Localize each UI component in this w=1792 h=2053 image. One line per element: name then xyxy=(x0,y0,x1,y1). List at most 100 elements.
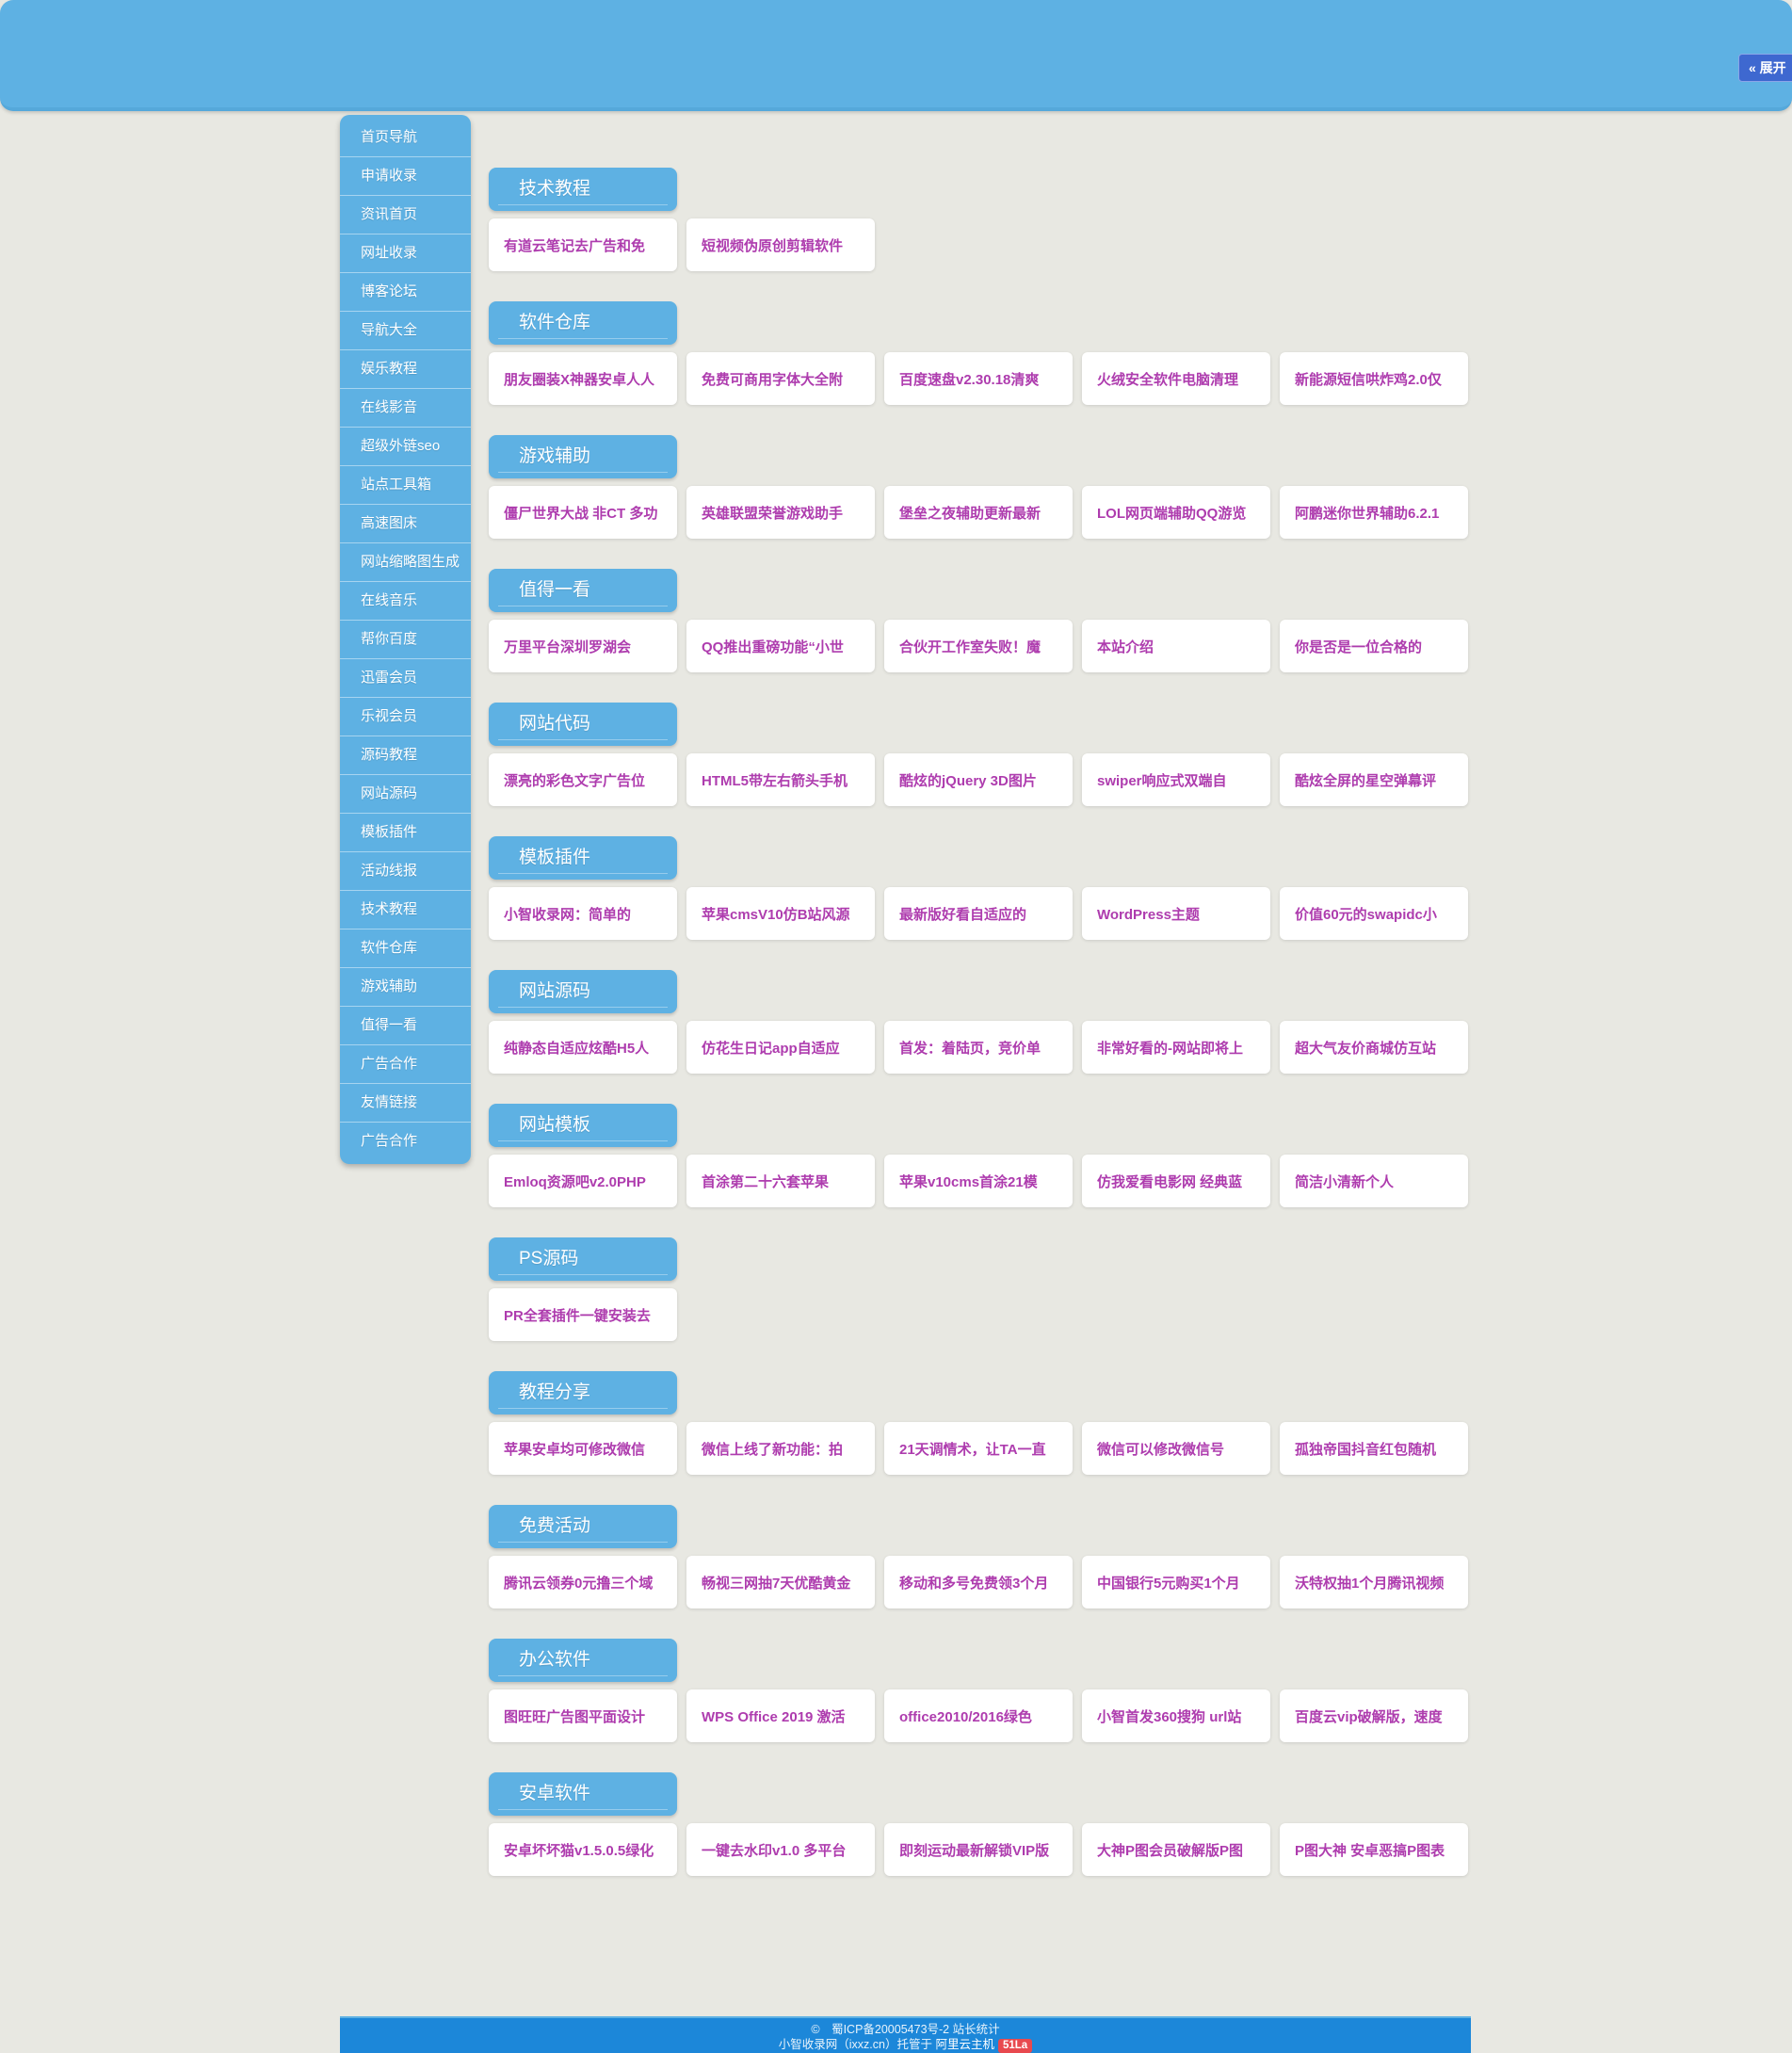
section-title-button[interactable]: 教程分享 xyxy=(489,1371,677,1414)
card-link[interactable]: 你是否是一位合格的 xyxy=(1280,620,1468,672)
card-link[interactable]: 即刻运动最新解锁VIP版 xyxy=(884,1823,1073,1876)
sidebar-item-26[interactable]: 友情链接 xyxy=(340,1083,471,1122)
card-link[interactable]: 21天调情术，让TA一直 xyxy=(884,1422,1073,1475)
card-link[interactable]: 图旺旺广告图平面设计 xyxy=(489,1689,677,1742)
card-link[interactable]: 苹果cmsV10仿B站风源 xyxy=(686,887,875,940)
card-link[interactable]: 沃特权抽1个月腾讯视频 xyxy=(1280,1556,1468,1608)
sidebar-item-8[interactable]: 在线影音 xyxy=(340,388,471,427)
icp-record-text[interactable]: © 蜀ICP备20005473号-2 站长统计 xyxy=(811,2023,1000,2036)
sidebar-item-25[interactable]: 广告合作 xyxy=(340,1044,471,1083)
sidebar-item-27[interactable]: 广告合作 xyxy=(340,1122,471,1160)
card-link[interactable]: HTML5带左右箭头手机 xyxy=(686,753,875,806)
sidebar-item-12[interactable]: 网站缩略图生成 xyxy=(340,542,471,581)
card-link[interactable]: P图大神 安卓恶搞P图表 xyxy=(1280,1823,1468,1876)
sidebar-item-4[interactable]: 网址收录 xyxy=(340,234,471,272)
card-link[interactable]: 百度云vip破解版，速度 xyxy=(1280,1689,1468,1742)
card-link[interactable]: 首发：着陆页，竞价单 xyxy=(884,1021,1073,1074)
card-link[interactable]: 微信上线了新功能：拍 xyxy=(686,1422,875,1475)
card-link[interactable]: 新能源短信哄炸鸡2.0仅 xyxy=(1280,352,1468,405)
card-link[interactable]: swiper响应式双端自 xyxy=(1082,753,1270,806)
sidebar-item-20[interactable]: 活动线报 xyxy=(340,851,471,890)
section-title-button[interactable]: 网站代码 xyxy=(489,703,677,746)
card-link[interactable]: 首涂第二十六套苹果 xyxy=(686,1155,875,1207)
card-link[interactable]: 价值60元的swapidc小 xyxy=(1280,887,1468,940)
expand-button[interactable]: « 展开 xyxy=(1738,54,1792,82)
card-link[interactable]: LOL网页端辅助QQ游览 xyxy=(1082,486,1270,539)
card-link[interactable]: 微信可以修改微信号 xyxy=(1082,1422,1270,1475)
sidebar-item-16[interactable]: 乐视会员 xyxy=(340,697,471,736)
card-link[interactable]: 非常好看的-网站即将上 xyxy=(1082,1021,1270,1074)
sidebar-item-1[interactable]: 首页导航 xyxy=(361,129,418,145)
sidebar-item-17[interactable]: 源码教程 xyxy=(340,736,471,774)
card-link[interactable]: 安卓坏坏猫v1.5.0.5绿化 xyxy=(489,1823,677,1876)
section-title-button[interactable]: 值得一看 xyxy=(489,569,677,612)
section-title-button[interactable]: PS源码 xyxy=(489,1237,677,1281)
card-link[interactable]: 小智首发360搜狗 url站 xyxy=(1082,1689,1270,1742)
section-title-button[interactable]: 办公软件 xyxy=(489,1639,677,1682)
sidebar-item-18[interactable]: 网站源码 xyxy=(340,774,471,813)
card-link[interactable]: 仿我爱看电影网 经典蓝 xyxy=(1082,1155,1270,1207)
sidebar-item-23[interactable]: 游戏辅助 xyxy=(340,967,471,1006)
card-link[interactable]: 合伙开工作室失败！魔 xyxy=(884,620,1073,672)
card-link[interactable]: 万里平台深圳罗湖会 xyxy=(489,620,677,672)
section-title-button[interactable]: 免费活动 xyxy=(489,1505,677,1548)
sidebar-item-6[interactable]: 导航大全 xyxy=(340,311,471,349)
card-link[interactable]: 酷炫全屏的星空弹幕评 xyxy=(1280,753,1468,806)
card-link[interactable]: QQ推出重磅功能“小世 xyxy=(686,620,875,672)
card-link[interactable]: WordPress主题 xyxy=(1082,887,1270,940)
card-link[interactable]: 一键去水印v1.0 多平台 xyxy=(686,1823,875,1876)
card-link[interactable]: office2010/2016绿色 xyxy=(884,1689,1073,1742)
card-link[interactable]: 酷炫的jQuery 3D图片 xyxy=(884,753,1073,806)
card-link[interactable]: 僵尸世界大战 非CT 多功 xyxy=(489,486,677,539)
card-link[interactable]: 仿花生日记app自适应 xyxy=(686,1021,875,1074)
sidebar-item-21[interactable]: 技术教程 xyxy=(340,890,471,929)
sidebar-item-9[interactable]: 超级外链seo xyxy=(340,427,471,465)
card-link[interactable]: 苹果v10cms首涂21模 xyxy=(884,1155,1073,1207)
card-link[interactable]: 小智收录网：简单的 xyxy=(489,887,677,940)
sidebar-item-2[interactable]: 申请收录 xyxy=(340,156,471,195)
sidebar-item-7[interactable]: 娱乐教程 xyxy=(340,349,471,388)
section-title-button[interactable]: 技术教程 xyxy=(489,168,677,211)
card-link[interactable]: 百度速盘v2.30.18清爽 xyxy=(884,352,1073,405)
card-link[interactable]: 简洁小清新个人 xyxy=(1280,1155,1468,1207)
sidebar-item-22[interactable]: 软件仓库 xyxy=(340,929,471,967)
card-link[interactable]: 最新版好看自适应的 xyxy=(884,887,1073,940)
sidebar-item-15[interactable]: 迅雷会员 xyxy=(340,658,471,697)
section-title-button[interactable]: 网站模板 xyxy=(489,1104,677,1147)
sidebar-item-19[interactable]: 模板插件 xyxy=(340,813,471,851)
card-link[interactable]: 苹果安卓均可修改微信 xyxy=(489,1422,677,1475)
card-link[interactable]: WPS Office 2019 激活 xyxy=(686,1689,875,1742)
card-link[interactable]: 移动和多号免费领3个月 xyxy=(884,1556,1073,1608)
51la-stats-badge[interactable]: 51La xyxy=(997,2039,1033,2053)
card-link[interactable]: 漂亮的彩色文字广告位 xyxy=(489,753,677,806)
sidebar-item-14[interactable]: 帮你百度 xyxy=(340,620,471,658)
card-link[interactable]: 朋友圈装X神器安卓人人 xyxy=(489,352,677,405)
card-link[interactable]: 英雄联盟荣誉游戏助手 xyxy=(686,486,875,539)
section-title-button[interactable]: 游戏辅助 xyxy=(489,435,677,478)
sidebar-item-11[interactable]: 高速图床 xyxy=(340,504,471,542)
card-link[interactable]: 短视频伪原创剪辑软件 xyxy=(686,218,875,271)
sidebar-item-5[interactable]: 博客论坛 xyxy=(340,272,471,311)
card-link[interactable]: 堡垒之夜辅助更新最新 xyxy=(884,486,1073,539)
section-title-button[interactable]: 网站源码 xyxy=(489,970,677,1013)
card-link[interactable]: PR全套插件一键安装去 xyxy=(489,1288,677,1341)
card-link[interactable]: 孤独帝国抖音红包随机 xyxy=(1280,1422,1468,1475)
section-title-button[interactable]: 模板插件 xyxy=(489,836,677,880)
section-title-button[interactable]: 安卓软件 xyxy=(489,1772,677,1816)
card-link[interactable]: 畅视三网抽7天优酷黄金 xyxy=(686,1556,875,1608)
card-link[interactable]: 中国银行5元购买1个月 xyxy=(1082,1556,1270,1608)
card-link[interactable]: 阿鹏迷你世界辅助6.2.1 xyxy=(1280,486,1468,539)
sidebar-item-24[interactable]: 值得一看 xyxy=(340,1006,471,1044)
section-title-button[interactable]: 软件仓库 xyxy=(489,301,677,345)
card-link[interactable]: Emloq资源吧v2.0PHP xyxy=(489,1155,677,1207)
card-link[interactable]: 纯静态自适应炫酷H5人 xyxy=(489,1021,677,1074)
sidebar-item-13[interactable]: 在线音乐 xyxy=(340,581,471,620)
card-link[interactable]: 腾讯云领券0元撸三个域 xyxy=(489,1556,677,1608)
host-link[interactable]: 阿里云主机 xyxy=(935,2038,994,2051)
card-link[interactable]: 超大气友价商城仿互站 xyxy=(1280,1021,1468,1074)
sidebar-item-10[interactable]: 站点工具箱 xyxy=(340,465,471,504)
sidebar-item-3[interactable]: 资讯首页 xyxy=(340,195,471,234)
card-link[interactable]: 免费可商用字体大全附 xyxy=(686,352,875,405)
card-link[interactable]: 大神P图会员破解版P图 xyxy=(1082,1823,1270,1876)
card-link[interactable]: 火绒安全软件电脑清理 xyxy=(1082,352,1270,405)
